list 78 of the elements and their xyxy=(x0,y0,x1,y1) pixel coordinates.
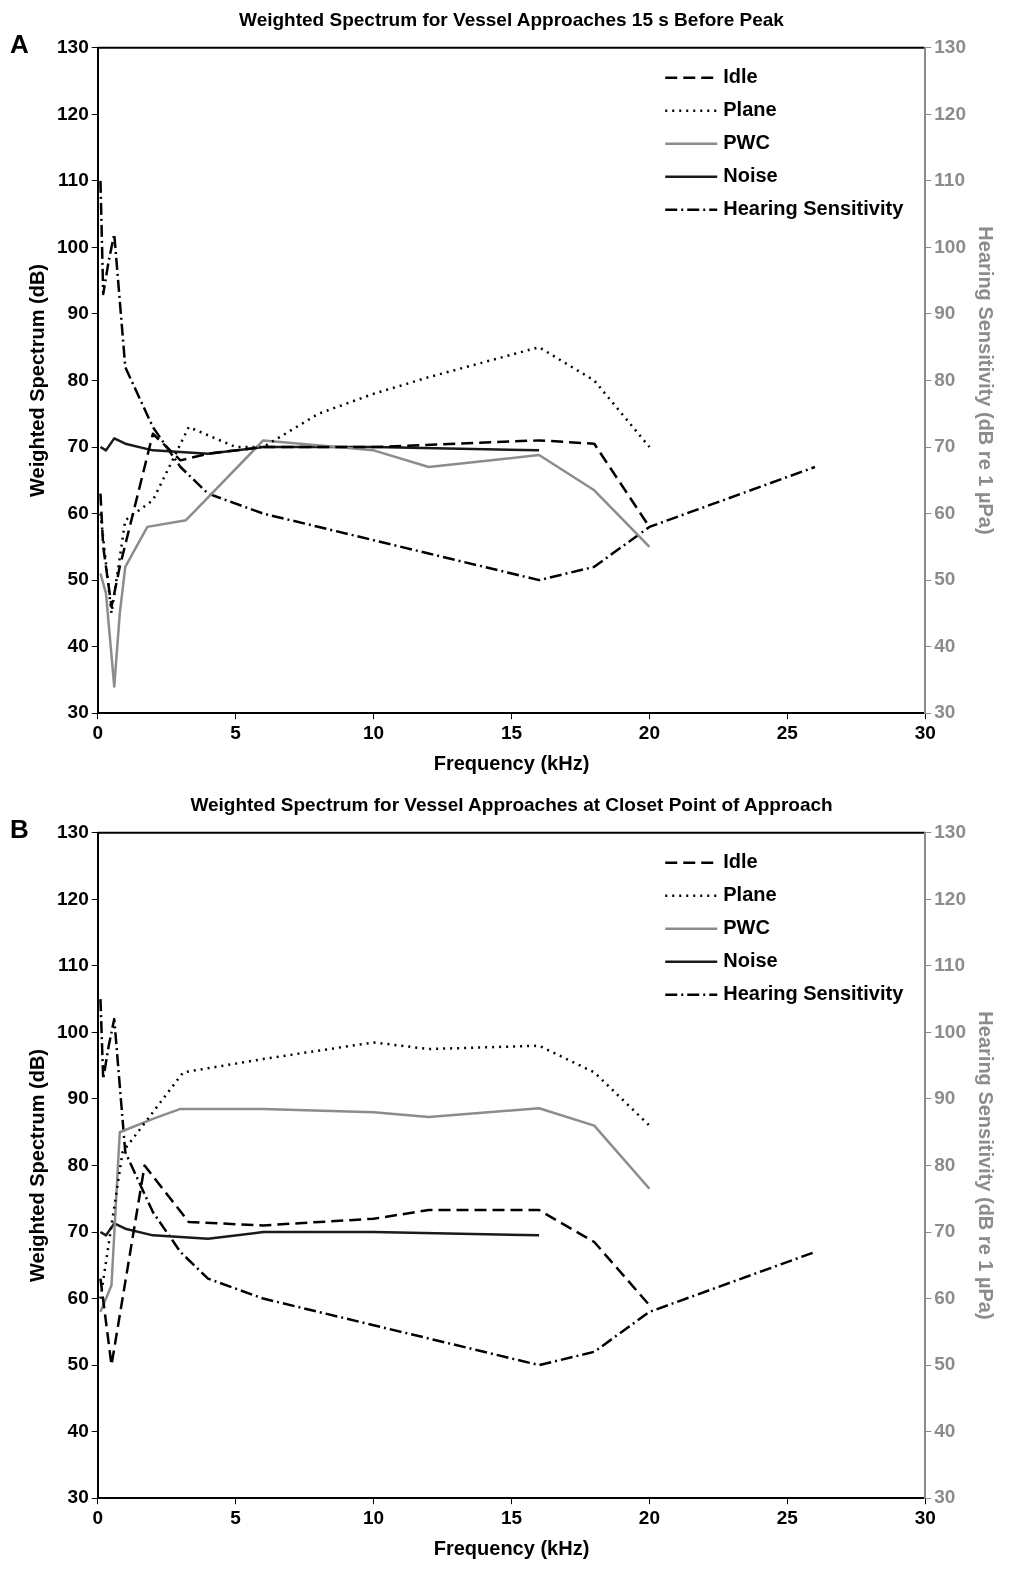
legend-label: Plane xyxy=(723,98,777,121)
y2-tick-label: 50 xyxy=(934,568,956,590)
y2-tick-label: 120 xyxy=(934,102,966,124)
legend-label: PWC xyxy=(723,916,770,939)
y2-axis-title: Hearing Sensitivity (dB re 1 µPa) xyxy=(975,1011,998,1320)
y2-tick-label: 40 xyxy=(934,1419,956,1441)
y2-tick-label: 130 xyxy=(934,821,966,843)
y-tick-label: 30 xyxy=(67,1486,89,1508)
legend-label: Idle xyxy=(723,850,758,873)
y2-tick-label: 80 xyxy=(934,368,956,390)
x-tick-label: 0 xyxy=(92,1506,103,1528)
y2-tick-label: 100 xyxy=(934,235,966,257)
x-axis-title: Frequency (kHz) xyxy=(433,1536,590,1559)
y2-tick-label: 60 xyxy=(934,1286,956,1308)
y2-tick-label: 50 xyxy=(934,1353,956,1375)
y-tick-label: 100 xyxy=(57,235,89,257)
y2-tick-label: 60 xyxy=(934,501,956,523)
y-tick-label: 130 xyxy=(57,821,89,843)
x-tick-label: 5 xyxy=(230,721,242,743)
y-tick-label: 110 xyxy=(58,169,89,191)
text: A xyxy=(10,28,29,59)
x-tick-label: 10 xyxy=(363,721,385,743)
chart-title: Weighted Spectrum for Vessel Approaches 15 s Before Peak xyxy=(239,8,785,30)
y2-tick-label: 70 xyxy=(934,1220,956,1242)
y-tick-label: 110 xyxy=(58,954,89,976)
legend-label: Noise xyxy=(723,949,778,972)
y2-tick-label: 100 xyxy=(934,1020,966,1042)
y-tick-label: 80 xyxy=(67,1153,89,1175)
y-tick-label: 50 xyxy=(67,568,89,590)
y-tick-label: 50 xyxy=(67,1353,89,1375)
y2-tick-label: 110 xyxy=(934,954,965,976)
y2-tick-label: 120 xyxy=(934,887,966,909)
y-tick-label: 30 xyxy=(67,701,89,723)
y-tick-label: 130 xyxy=(57,36,89,58)
y-tick-label: 100 xyxy=(57,1020,89,1042)
y-tick-label: 70 xyxy=(67,1220,89,1242)
x-tick-label: 0 xyxy=(92,721,103,743)
y-tick-label: 40 xyxy=(67,634,89,656)
x-tick-label: 25 xyxy=(776,721,799,743)
y2-tick-label: 30 xyxy=(934,1486,956,1508)
x-tick-label: 15 xyxy=(500,721,523,743)
x-tick-label: 15 xyxy=(500,1506,523,1528)
x-tick-label: 20 xyxy=(638,1506,660,1528)
y-tick-label: 90 xyxy=(67,302,89,324)
y2-tick-label: 80 xyxy=(934,1153,956,1175)
x-tick-label: 25 xyxy=(776,1506,799,1528)
y2-tick-label: 70 xyxy=(934,435,956,457)
x-tick-label: 20 xyxy=(638,721,660,743)
legend-label: Hearing Sensitivity xyxy=(723,982,905,1005)
y-axis-title: Weighted Spectrum (dB) xyxy=(25,1049,48,1282)
x-tick-label: 30 xyxy=(914,1506,936,1528)
text: B xyxy=(10,813,29,844)
y-tick-label: 90 xyxy=(67,1087,89,1109)
y2-tick-label: 40 xyxy=(934,634,956,656)
x-axis-title: Frequency (kHz) xyxy=(433,751,590,774)
y2-tick-label: 90 xyxy=(934,1087,956,1109)
y-axis-title: Weighted Spectrum (dB) xyxy=(25,264,48,497)
y-tick-label: 70 xyxy=(67,435,89,457)
x-tick-label: 30 xyxy=(914,721,936,743)
y2-axis-title: Hearing Sensitivity (dB re 1 µPa) xyxy=(975,226,998,535)
y-tick-label: 120 xyxy=(57,102,89,124)
y2-tick-label: 110 xyxy=(934,169,965,191)
legend-label: Noise xyxy=(723,164,778,187)
y-tick-label: 80 xyxy=(67,368,89,390)
y-tick-label: 40 xyxy=(67,1419,89,1441)
y2-tick-label: 130 xyxy=(934,36,966,58)
y2-tick-label: 90 xyxy=(934,302,956,324)
legend-label: Plane xyxy=(723,883,777,906)
chart-title: Weighted Spectrum for Vessel Approaches at Closet Point of Approach xyxy=(190,793,833,815)
legend-label: Hearing Sensitivity xyxy=(723,197,905,220)
y-tick-label: 120 xyxy=(57,887,89,909)
x-tick-label: 10 xyxy=(363,1506,385,1528)
y-tick-label: 60 xyxy=(67,501,89,523)
y2-tick-label: 30 xyxy=(934,701,956,723)
x-tick-label: 5 xyxy=(230,1506,242,1528)
legend-label: Idle xyxy=(723,65,758,88)
legend-label: PWC xyxy=(723,131,770,154)
y-tick-label: 60 xyxy=(67,1286,89,1308)
